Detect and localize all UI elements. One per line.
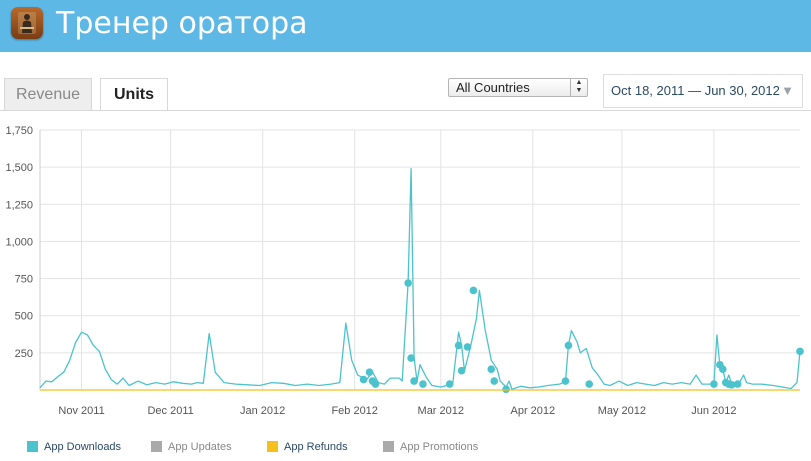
legend-swatch-app-updates (151, 441, 162, 452)
x-tick-label: Dec 2011 (147, 405, 193, 417)
x-tick-label: Mar 2012 (418, 405, 464, 417)
y-tick-label: 750 (15, 274, 33, 286)
legend-label-app-downloads: App Downloads (44, 441, 122, 453)
units-chart: 250 500 750 1,000 1,250 1,500 1,750 Nov 2011 Dec… (5, 125, 804, 417)
data-point (419, 380, 427, 388)
country-select[interactable]: All Countries ▲ ▼ (448, 78, 588, 97)
data-point (719, 365, 727, 373)
data-point (454, 341, 463, 350)
data-point (407, 354, 415, 362)
x-tick-label: May 2012 (598, 405, 646, 417)
data-point (710, 380, 718, 388)
data-point (359, 375, 368, 384)
y-tick-label: 500 (15, 311, 33, 323)
legend-label-app-updates: App Updates (168, 441, 232, 453)
x-tick-label: Apr 2012 (510, 405, 555, 417)
date-range-value: Oct 18, 2011 — Jun 30, 2012 (611, 83, 780, 98)
legend-label-app-refunds: App Refunds (284, 441, 348, 453)
speaker-icon (11, 7, 43, 39)
legend-label-app-promotions: App Promotions (400, 441, 479, 453)
y-tick-label: 1,000 (5, 236, 33, 248)
date-range-picker[interactable]: Oct 18, 2011 — Jun 30, 2012 ▼ (603, 74, 803, 108)
y-tick-label: 250 (15, 348, 33, 360)
app-title: Тренер оратора (56, 6, 308, 41)
data-point (561, 377, 570, 385)
data-point (371, 380, 380, 388)
x-tick-label: Jan 2012 (240, 405, 285, 417)
data-point (404, 279, 412, 287)
data-point (564, 341, 573, 350)
country-select-value: All Countries (456, 80, 530, 95)
up-down-arrows-icon: ▲ ▼ (570, 79, 587, 96)
legend-swatch-app-promotions (383, 441, 394, 452)
data-point (457, 366, 466, 375)
y-tick-label: 1,500 (5, 162, 33, 174)
legend-swatch-app-downloads (27, 441, 38, 452)
tab-revenue[interactable]: Revenue (4, 78, 92, 110)
y-tick-label: 1,250 (5, 199, 33, 211)
app-header: Тренер оратора (0, 0, 811, 52)
data-point (365, 368, 374, 376)
data-point (410, 377, 418, 385)
data-point (585, 380, 594, 388)
data-point (469, 286, 478, 295)
data-point (463, 343, 472, 351)
data-point (502, 385, 510, 394)
data-point (490, 377, 499, 385)
y-tick-label: 1,750 (5, 125, 33, 137)
data-point (796, 347, 804, 356)
x-tick-label: Jun 2012 (691, 405, 736, 417)
chevron-down-icon[interactable]: ▼ (781, 83, 794, 98)
tab-divider (0, 110, 811, 111)
data-point (727, 381, 736, 389)
tab-units[interactable]: Units (100, 78, 168, 111)
x-tick-label: Feb 2012 (331, 405, 377, 417)
series-line-app-downloads (39, 167, 801, 390)
x-tick-label: Nov 2011 (58, 405, 104, 417)
legend-swatch-app-refunds (267, 441, 278, 452)
data-point (487, 365, 496, 373)
data-point (445, 380, 454, 388)
data-point (733, 380, 742, 388)
